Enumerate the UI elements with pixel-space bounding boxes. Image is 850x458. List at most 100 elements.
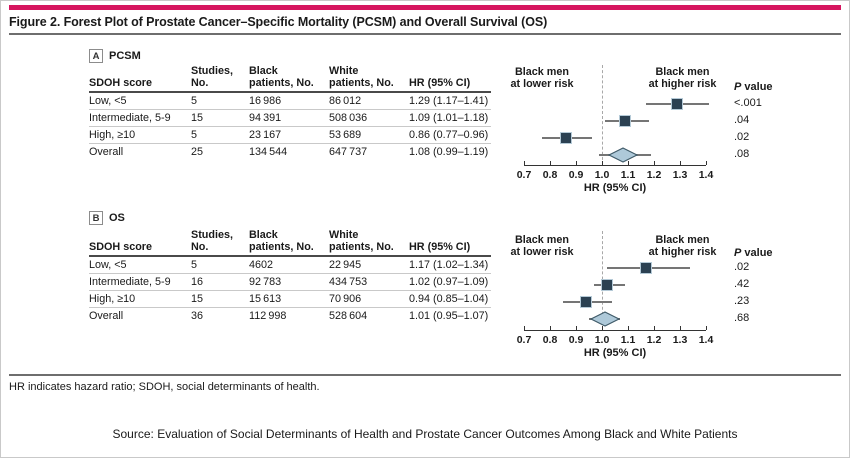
forest-square-marker [580,296,593,308]
p-rest: value [741,247,773,259]
table-cell: Low, <5 [89,95,127,107]
table-cell: Intermediate, 5-9 [89,276,171,288]
table-cell: 23 167 [249,129,282,141]
p-value: .02 [734,261,750,273]
table-cell: 5 [191,95,198,107]
table-cell: 94 391 [249,112,282,124]
table-row: Overall 36 112 998 528 604 1.01 (0.95–1.07) [89,308,491,325]
table-header-cell: Studies, No. [191,229,233,253]
table-cell: 1.17 (1.02–1.34) [409,259,489,271]
axis-tick-label: 1.3 [672,168,688,181]
panel-a-title: PCSM [109,50,141,62]
axis-tick [680,160,681,165]
table-header-row: SDOH score Studies, No. Black patients, No… [89,65,491,93]
axis-tick-label: 0.7 [516,168,532,181]
table-cell: Overall [89,146,124,158]
forest-square-marker [640,262,653,274]
axis-tick [602,160,603,165]
p-value: .08 [734,148,750,160]
table-cell: 647 737 [329,146,368,158]
table-cell: 134 544 [249,146,288,158]
table-cell: 5 [191,259,198,271]
table-header-row: SDOH score Studies, No. Black patients, No… [89,229,491,257]
table-cell: 53 689 [329,129,362,141]
p-value: .68 [734,312,750,324]
forest-square-marker [601,279,614,291]
table-row: High, ≥10 5 23 167 53 689 0.86 (0.77–0.96) [89,127,491,144]
p-italic: P [734,247,742,259]
axis-tick [628,160,629,165]
table-header-cell: SDOH score [89,241,153,253]
axis-tick [550,325,551,330]
table-cell: 528 604 [329,310,368,322]
table-cell: 508 036 [329,112,368,124]
axis-tick [524,325,525,330]
table-cell: 92 783 [249,276,282,288]
axis-tick [576,325,577,330]
forest-square-marker [671,98,684,110]
p-value: .42 [734,278,750,290]
axis-tick-label: 1.0 [594,168,610,181]
panel-b-header: B OS [89,211,125,225]
figure-title: Figure 2. Forest Plot of Prostate Cancer… [9,15,548,29]
forest-diamond-marker [589,311,620,327]
table-row: High, ≥10 15 15 613 70 906 0.94 (0.85–1.04) [89,291,491,308]
axis-tick-label: 1.0 [594,333,610,346]
forest-diamond-marker [607,147,638,163]
table-cell: 112 998 [249,310,287,322]
panel-a-header: A PCSM [89,49,141,63]
panel-a-table: SDOH score Studies, No. Black patients, No… [89,65,491,161]
table-cell: 0.94 (0.85–1.04) [409,293,489,305]
axis-tick [654,325,655,330]
table-cell: 70 906 [329,293,362,305]
table-cell: Overall [89,310,124,322]
axis-tick-label: 0.8 [542,333,558,346]
p-rest: value [741,81,773,93]
table-header-cell: HR (95% CI) [409,241,471,253]
axis-tick-label: 1.2 [646,333,662,346]
axis-tick [654,160,655,165]
axis-tick [602,325,603,330]
table-cell: 15 613 [249,293,282,305]
risk-label-left: Black men at lower risk [510,66,574,90]
table-cell: 16 986 [249,95,282,107]
reference-line [602,65,603,165]
table-cell: 5 [191,129,198,141]
source-line: Source: Evaluation of Social Determinant… [112,427,738,441]
table-cell: High, ≥10 [89,293,136,305]
table-cell: 1.29 (1.17–1.41) [409,95,489,107]
table-cell: 15 [191,293,204,305]
table-header-cell: Black patients, No. [249,229,314,253]
table-header-cell: Black patients, No. [249,65,314,89]
title-rule [9,33,841,35]
p-italic: P [734,81,742,93]
p-value: .04 [734,114,750,126]
table-cell: 15 [191,112,204,124]
forest-square-marker [559,132,572,144]
axis-tick [628,325,629,330]
axis-tick [576,160,577,165]
axis-tick-label: 1.3 [672,333,688,346]
table-cell: 22 945 [329,259,362,271]
table-cell: 0.86 (0.77–0.96) [409,129,489,141]
table-cell: 434 753 [329,276,368,288]
x-axis-line [524,164,706,166]
accent-bar [9,5,841,10]
table-cell: 4602 [249,259,274,271]
panel-b-table: SDOH score Studies, No. Black patients, No… [89,229,491,325]
axis-tick-label: 0.7 [516,333,532,346]
table-cell: 16 [191,276,204,288]
axis-tick [680,325,681,330]
table-header-cell: White patients, No. [329,229,394,253]
p-value: .23 [734,295,750,307]
axis-caption: HR (95% CI) [583,181,647,194]
axis-tick-label: 1.1 [620,168,636,181]
table-cell: 86 012 [329,95,362,107]
p-value-header: P value [734,81,773,93]
table-row: Intermediate, 5-9 15 94 391 508 036 1.09 (1.… [89,110,491,127]
table-row: Overall 25 134 544 647 737 1.08 (0.99–1.19) [89,144,491,161]
table-cell: 36 [191,310,204,322]
axis-tick-label: 1.2 [646,168,662,181]
axis-tick-label: 1.4 [698,333,714,346]
